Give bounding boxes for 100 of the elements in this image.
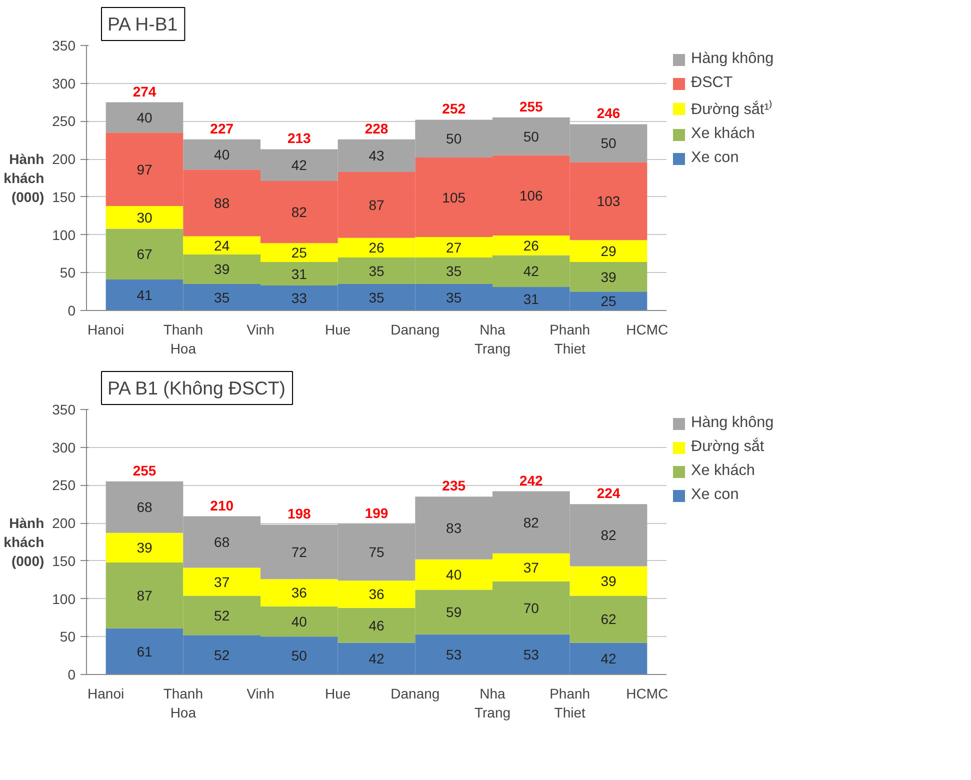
total-label: 246	[596, 105, 620, 122]
total-label: 210	[210, 497, 234, 514]
total-label: 224	[596, 485, 620, 502]
y-tick-label: 350	[52, 402, 76, 418]
bar	[106, 102, 184, 133]
x-tick-label: Thanh Hoa	[163, 686, 204, 721]
legend-label: Xe khách	[691, 462, 755, 480]
data-label: 35	[368, 289, 384, 306]
y-tick-label: 300	[52, 75, 76, 92]
data-label: 31	[291, 266, 308, 282]
y-tick-label: 50	[60, 264, 76, 281]
legend-label: Xe con	[691, 149, 739, 167]
data-label: 35	[446, 289, 462, 306]
data-label: 68	[214, 534, 230, 550]
total-label: 274	[132, 83, 156, 100]
x-tick-label: Phanh Thiet	[550, 686, 590, 721]
data-label: 42	[291, 157, 308, 174]
data-label: 52	[214, 607, 230, 624]
legend-label: Đường sắt¹⁾	[691, 99, 772, 119]
data-label: 31	[523, 290, 540, 307]
data-label: 103	[596, 193, 620, 210]
y-axis-title: Hành khách (000)	[4, 150, 44, 206]
data-label: 50	[291, 648, 308, 664]
data-label: 37	[214, 574, 230, 590]
data-label: 59	[446, 604, 462, 620]
data-label: 43	[368, 148, 384, 164]
y-tick-label: 150	[52, 552, 76, 569]
y-tick-label: 350	[52, 38, 76, 54]
legend-label: Đường sắt	[691, 438, 764, 456]
data-label: 83	[446, 520, 462, 536]
total-label: 242	[519, 472, 544, 488]
data-label: 88	[214, 194, 230, 211]
total-label: 199	[364, 504, 388, 521]
total-label: 198	[287, 506, 312, 522]
total-label: 255	[132, 462, 156, 478]
legend-label: Xe con	[691, 486, 739, 504]
x-tick-label: Nha Trang	[474, 686, 511, 721]
data-label: 87	[368, 196, 384, 213]
data-label: 40	[291, 614, 308, 630]
x-tick-label: Phanh Thiet	[550, 322, 590, 357]
chart-title: PA H-B1	[108, 14, 178, 34]
x-tick-label: Danang	[390, 322, 440, 338]
data-label: 25	[600, 293, 616, 310]
legend-label: ĐSCT	[691, 74, 733, 92]
x-tick-label: Hanoi	[88, 322, 124, 338]
data-label: 40	[446, 566, 462, 583]
data-label: 36	[291, 584, 308, 601]
legend-label: Xe khách	[691, 125, 755, 143]
data-label: 30	[136, 209, 152, 226]
data-label: 41	[136, 286, 152, 303]
data-label: 40	[136, 109, 152, 126]
y-tick-label: 100	[52, 590, 76, 607]
data-label: 42	[600, 650, 616, 667]
data-label: 35	[368, 262, 384, 279]
legend-label: Hàng không	[691, 414, 774, 432]
data-label: 50	[446, 130, 462, 147]
data-label: 52	[214, 646, 230, 663]
y-tick-label: 50	[60, 628, 76, 645]
data-label: 87	[136, 587, 152, 604]
data-label: 27	[446, 239, 462, 256]
data-label: 50	[600, 135, 616, 152]
data-label: 42	[368, 650, 384, 667]
y-tick-label: 200	[52, 515, 76, 532]
bar	[106, 532, 184, 562]
total-label: 227	[210, 120, 234, 136]
x-tick-label: Hue	[324, 322, 351, 338]
data-label: 62	[600, 611, 616, 628]
x-tick-label: Hanoi	[88, 686, 124, 702]
data-label: 24	[214, 237, 230, 254]
total-label: 255	[519, 98, 544, 114]
data-label: 42	[523, 263, 540, 280]
bar	[106, 206, 184, 229]
data-label: 61	[136, 643, 152, 660]
data-label: 82	[600, 527, 616, 544]
y-tick-label: 200	[52, 151, 76, 168]
legend-label: Hàng không	[691, 50, 774, 68]
data-label: 53	[523, 646, 540, 662]
data-label: 68	[136, 499, 152, 516]
y-tick-label: 0	[68, 302, 76, 318]
data-label: 33	[291, 290, 308, 306]
data-label: 70	[523, 600, 540, 616]
data-label: 39	[214, 261, 230, 278]
y-tick-label: 150	[52, 188, 76, 205]
data-label: 39	[136, 540, 152, 556]
y-tick-label: 250	[52, 113, 76, 130]
x-tick-label: Vinh	[246, 322, 274, 338]
y-tick-label: 0	[68, 666, 76, 682]
x-tick-label: Nha Trang	[474, 322, 511, 357]
data-label: 72	[291, 544, 308, 560]
data-label: 25	[291, 244, 308, 261]
data-label: 26	[368, 240, 384, 256]
data-label: 53	[446, 646, 462, 662]
total-label: 252	[442, 100, 466, 117]
x-tick-label: Vinh	[246, 686, 274, 702]
data-label: 82	[523, 514, 540, 530]
data-label: 40	[214, 146, 230, 163]
chart-title: PA B1 (Không ĐSCT)	[108, 378, 286, 398]
data-label: 26	[523, 237, 540, 254]
data-label: 106	[519, 187, 544, 204]
x-tick-label: Danang	[390, 686, 440, 702]
